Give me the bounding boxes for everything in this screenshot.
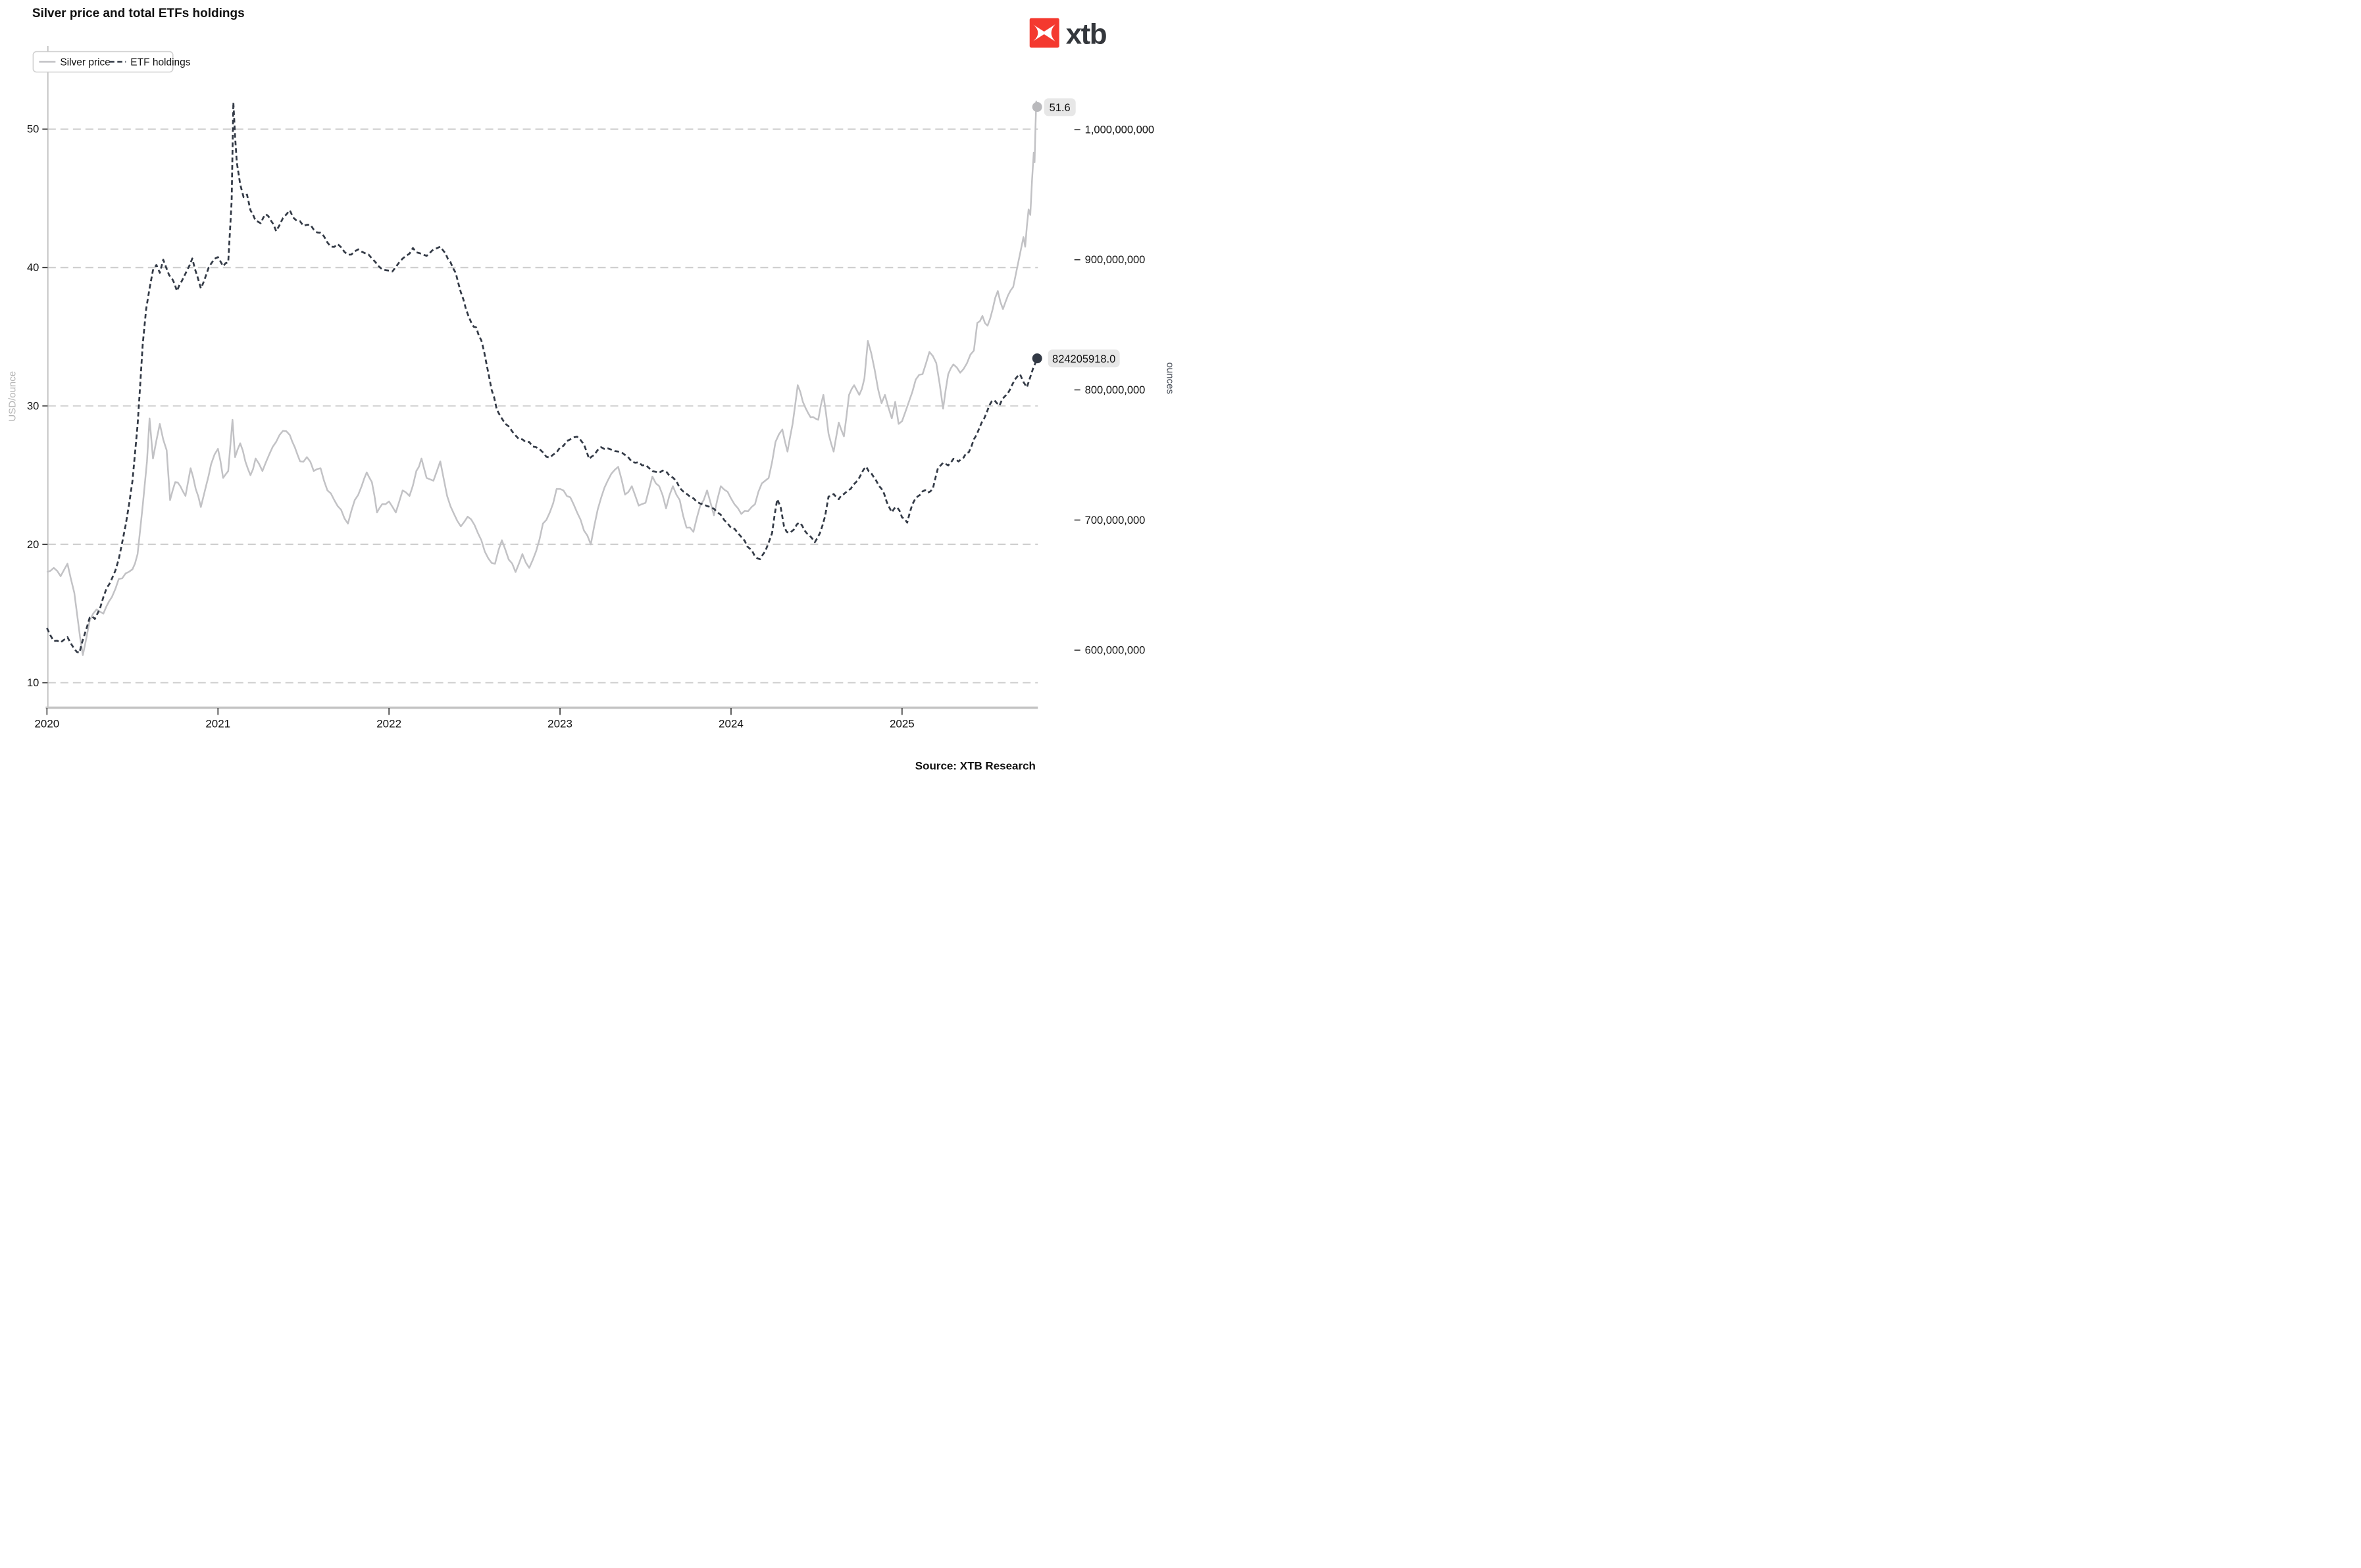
y-left-axis-label: USD/ounce bbox=[7, 371, 18, 422]
legend-box bbox=[32, 51, 174, 73]
x-tick-label-2023: 2023 bbox=[547, 718, 572, 730]
y-axis-right-ticks: 1,000,000,000 900,000,000 800,000,000 700,0… bbox=[1074, 124, 1154, 657]
xtb-logo-x-glyph bbox=[1033, 24, 1055, 41]
legend-label-etf: ETF holdings bbox=[130, 57, 190, 68]
y-left-tick-label-20: 20 bbox=[27, 539, 39, 551]
etf-endpoint-label: 824205918.0 bbox=[1048, 349, 1120, 368]
y-left-tick-label-50: 50 bbox=[27, 124, 39, 136]
xtb-logo: xtb bbox=[1029, 18, 1107, 50]
legend: Silver price ETF holdings bbox=[32, 51, 191, 73]
y-right-tick-label-700,000,000: 700,000,000 bbox=[1085, 515, 1146, 526]
y-right-tick-label-800,000,000: 800,000,000 bbox=[1085, 384, 1146, 396]
page-title: Silver price and total ETFs holdings bbox=[32, 7, 245, 20]
etf-holdings-line bbox=[46, 101, 1038, 654]
legend-item-silver-price: Silver price bbox=[39, 57, 111, 68]
xtb-logo-text: xtb bbox=[1066, 18, 1107, 50]
silver-endpoint-label-bg bbox=[1044, 98, 1076, 116]
y-axis-left-ticks: 50 40 30 20 10 bbox=[27, 124, 48, 689]
y-left-tick-label-10: 10 bbox=[27, 677, 39, 689]
etf-endpoint-label-bg bbox=[1048, 349, 1120, 368]
x-tick-label-2025: 2025 bbox=[890, 718, 915, 730]
endpoint-markers bbox=[1032, 102, 1042, 364]
legend-label-silver: Silver price bbox=[60, 57, 111, 68]
y-left-tick-label-40: 40 bbox=[27, 262, 39, 274]
etf-endpoint-marker bbox=[1032, 353, 1042, 364]
etf-endpoint-value: 824205918.0 bbox=[1052, 353, 1115, 365]
x-tick-label-2022: 2022 bbox=[376, 718, 401, 730]
x-tick-label-2024: 2024 bbox=[719, 718, 744, 730]
silver-endpoint-label: 51.6 bbox=[1044, 98, 1076, 116]
x-tick-label-2020: 2020 bbox=[34, 718, 59, 730]
source-note: Source: XTB Research bbox=[915, 760, 1036, 772]
y-right-axis-label: ounces bbox=[1165, 363, 1176, 394]
silver-etf-chart: Silver price and total ETFs holdings xtb… bbox=[7, 7, 1176, 772]
chart-figure: Silver price and total ETFs holdings xtb… bbox=[0, 0, 1180, 784]
gridlines bbox=[47, 128, 1038, 684]
data-series bbox=[46, 100, 1038, 656]
axes: 50 40 30 20 10 1,000,000,000 900,000,000 800,0… bbox=[27, 45, 1154, 730]
y-right-tick-label-1,000,000,000: 1,000,000,000 bbox=[1085, 124, 1154, 136]
silver-price-line bbox=[46, 100, 1038, 656]
legend-item-etf-holdings: ETF holdings bbox=[109, 57, 191, 68]
y-right-tick-label-600,000,000: 600,000,000 bbox=[1085, 645, 1146, 657]
y-left-tick-label-30: 30 bbox=[27, 400, 39, 412]
silver-endpoint-marker bbox=[1032, 102, 1042, 113]
y-right-tick-label-900,000,000: 900,000,000 bbox=[1085, 254, 1146, 266]
x-axis-ticks: 2020 2021 2022 2023 2024 2025 bbox=[34, 708, 915, 730]
x-tick-label-2021: 2021 bbox=[205, 718, 230, 730]
silver-endpoint-value: 51.6 bbox=[1050, 102, 1071, 114]
